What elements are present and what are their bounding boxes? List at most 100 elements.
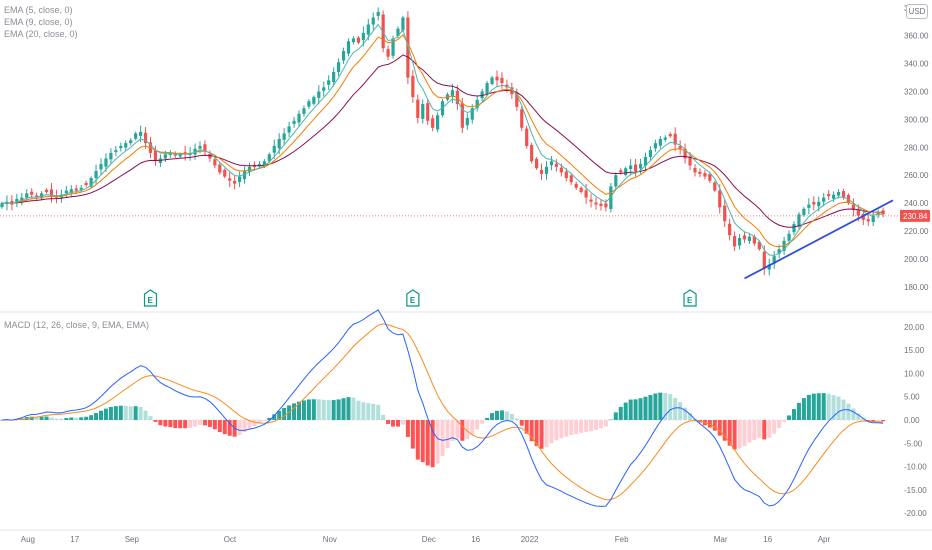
candle-body <box>836 191 841 196</box>
candle-body <box>173 153 177 156</box>
macd-histogram-bar <box>638 398 643 420</box>
macd-histogram-bar <box>326 400 331 420</box>
candle-body <box>247 166 252 172</box>
macd-histogram-bar <box>519 420 524 426</box>
candle-body <box>554 163 558 167</box>
candle-body <box>634 164 638 172</box>
macd-histogram-bar <box>207 420 212 427</box>
macd-histogram-bar <box>608 419 613 421</box>
candle-body <box>797 214 801 227</box>
macd-histogram-bar <box>539 420 544 449</box>
macd-histogram-bar <box>113 406 118 420</box>
macd-histogram-bar <box>683 407 688 420</box>
macd-histogram-bar <box>594 420 598 430</box>
macd-histogram-bar <box>297 401 301 420</box>
macd-histogram-bar <box>688 413 693 420</box>
price-tick-label: 340.00 <box>904 60 929 69</box>
macd-histogram-bar <box>386 420 391 425</box>
last-price-label-bg <box>900 209 930 222</box>
macd-histogram-bar <box>549 420 554 444</box>
macd-histogram-bar <box>89 415 94 420</box>
macd-histogram-bar <box>762 420 767 440</box>
macd-histogram-bar <box>306 399 311 420</box>
candle-body <box>35 195 39 198</box>
candle-body <box>317 91 321 98</box>
candle-body <box>69 189 73 194</box>
macd-histogram-bar <box>34 417 39 420</box>
candle-body <box>49 189 54 197</box>
macd-histogram-bar <box>69 417 74 420</box>
candle-body <box>242 171 247 180</box>
time-tick-label: Feb <box>615 535 629 544</box>
macd-histogram-bar <box>405 420 410 437</box>
macd-histogram-bar <box>490 413 495 420</box>
macd-histogram-bar <box>752 420 757 440</box>
candle-body <box>713 182 717 191</box>
candle-body <box>109 152 113 160</box>
price-tick-label: 220.00 <box>904 227 929 236</box>
macd-histogram-bar <box>782 420 787 422</box>
candle-body <box>104 158 108 167</box>
candle-body <box>366 24 370 35</box>
macd-histogram-bar <box>613 412 618 420</box>
candle-body <box>708 174 712 181</box>
macd-histogram-bar <box>816 393 821 420</box>
macd-histogram-bar <box>425 420 430 466</box>
candle-body <box>549 161 554 166</box>
legend-macd: MACD (12, 26, close, 9, EMA, EMA) <box>4 320 150 330</box>
candle-body <box>678 146 682 149</box>
macd-histogram-bar <box>99 410 103 420</box>
time-tick-label: Mar <box>714 535 728 544</box>
macd-histogram-bar <box>643 396 648 420</box>
candle-body <box>337 62 341 72</box>
price-tick-label: 180.00 <box>904 283 929 292</box>
macd-histogram-bar <box>173 420 178 429</box>
ema20-line <box>1 54 884 228</box>
candle-body <box>752 236 756 244</box>
macd-histogram-bar <box>509 413 514 420</box>
currency-button[interactable]: USD <box>906 4 928 19</box>
macd-histogram-bar <box>707 420 712 428</box>
macd-histogram-bar <box>544 420 549 448</box>
candle-body <box>723 205 727 222</box>
candle-body <box>663 137 667 140</box>
macd-tick-label: -5.00 <box>904 439 923 448</box>
macd-histogram-bar <box>361 402 366 420</box>
candle-body <box>525 128 529 146</box>
candle-body <box>535 158 539 169</box>
candle-body <box>287 126 291 133</box>
ema9-line <box>1 34 884 248</box>
candle-body <box>643 157 648 166</box>
candle-body <box>574 183 578 188</box>
macd-histogram-bar <box>415 420 420 460</box>
candle-body <box>638 164 643 169</box>
macd-histogram-bar <box>376 404 381 420</box>
macd-histogram-bar <box>658 392 663 420</box>
candle-body <box>84 182 88 185</box>
candle-body <box>421 104 425 119</box>
candle-body <box>277 138 281 149</box>
candle-body <box>866 219 870 222</box>
candle-body <box>832 194 836 199</box>
candle-body <box>668 134 672 137</box>
candle-body <box>777 249 781 254</box>
macd-histogram-bar <box>787 415 792 420</box>
earnings-marker: E <box>406 289 420 307</box>
macd-histogram-bar <box>529 420 534 442</box>
candle-body <box>297 113 301 123</box>
macd-histogram-bar <box>524 420 529 434</box>
candle-body <box>604 203 608 208</box>
candle-body <box>584 190 588 198</box>
candle-body <box>139 131 143 136</box>
macd-histogram-bar <box>495 410 499 420</box>
candle-body <box>673 133 677 145</box>
earnings-marker-badge <box>143 289 158 307</box>
price-tick-label: 280.00 <box>904 143 929 152</box>
candle-body <box>356 37 360 43</box>
macd-histogram-bar <box>663 392 668 420</box>
candle-body <box>94 171 98 179</box>
macd-histogram-bar <box>321 399 326 420</box>
macd-histogram-bar <box>94 413 99 420</box>
candle-body <box>683 148 687 159</box>
